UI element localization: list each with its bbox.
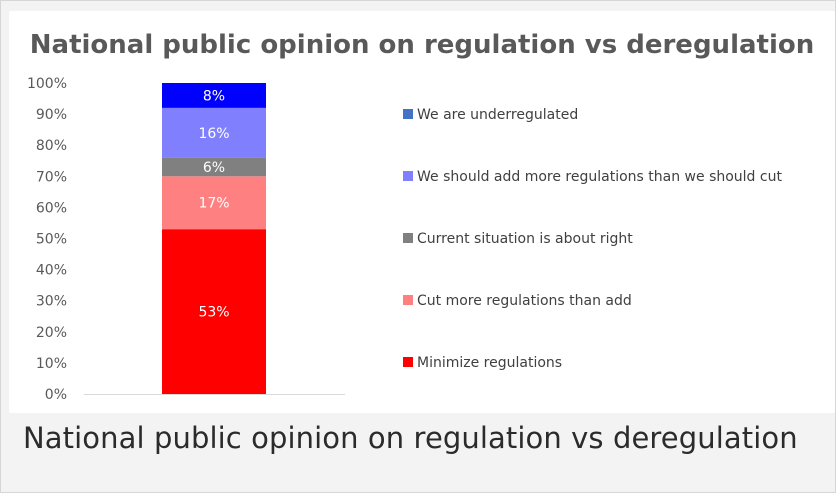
data-label-current-situation-is-about-right: 6%: [203, 160, 225, 176]
y-tick-label-20: 20%: [36, 325, 67, 341]
legend-swatch-current-situation-is-about-right: [403, 233, 413, 243]
y-tick-label-60: 60%: [36, 200, 67, 216]
legend-swatch-cut-more-regulations-than-add: [403, 295, 413, 305]
data-labels: 53% 17% 6% 16% 8%: [198, 88, 229, 320]
data-label-we-are-underregulated: 8%: [203, 88, 225, 104]
chart-title: National public opinion on regulation vs…: [30, 30, 814, 60]
y-tick-label-50: 50%: [36, 232, 67, 248]
figure-caption: National public opinion on regulation vs…: [23, 421, 798, 455]
y-tick-label-80: 80%: [36, 138, 67, 154]
legend-label-current-situation-is-about-right: Current situation is about right: [417, 231, 633, 247]
data-label-minimize-regulations: 53%: [198, 305, 229, 321]
bar-segment-we-should-add-more-regulations-than-we-should-cut: [162, 107, 266, 158]
data-label-cut-more-regulations-than-add: 17%: [198, 196, 229, 212]
y-tick-label-0: 0%: [45, 387, 67, 403]
y-tick-label-70: 70%: [36, 169, 67, 185]
legend-swatch-minimize-regulations: [403, 357, 413, 367]
y-tick-label-10: 10%: [36, 356, 67, 372]
legend-label-cut-more-regulations-than-add: Cut more regulations than add: [417, 293, 632, 309]
y-axis: 0% 10% 20% 30% 40% 50% 60% 70% 80% 90% 100%: [27, 76, 345, 403]
legend-label-we-should-add-more-regulations-than-we-should-cut: We should add more regulations than we s…: [417, 169, 782, 185]
y-tick-label-40: 40%: [36, 263, 67, 279]
bar-segment-minimize-regulations: [162, 229, 266, 394]
bar-segment-cut-more-regulations-than-add: [162, 176, 266, 230]
y-tick-label-90: 90%: [36, 107, 67, 123]
legend-swatch-we-should-add-more-regulations-than-we-should-cut: [403, 171, 413, 181]
y-tick-label-100: 100%: [27, 76, 67, 92]
bar-segment-we-are-underregulated: [162, 83, 266, 108]
y-tick-label-30: 30%: [36, 294, 67, 310]
chart-panel: National public opinion on regulation vs…: [9, 11, 835, 413]
legend-swatch-we-are-underregulated: [403, 109, 413, 119]
data-label-we-should-add-more-regulations-than-we-should-cut: 16%: [198, 126, 229, 142]
legend-label-minimize-regulations: Minimize regulations: [417, 355, 562, 371]
legend: We are underregulated We should add more …: [403, 107, 782, 371]
legend-label-we-are-underregulated: We are underregulated: [417, 107, 578, 123]
stacked-bar-chart: National public opinion on regulation vs…: [27, 30, 814, 403]
bar-segment-current-situation-is-about-right: [162, 157, 266, 177]
bar-stack: [162, 83, 266, 394]
